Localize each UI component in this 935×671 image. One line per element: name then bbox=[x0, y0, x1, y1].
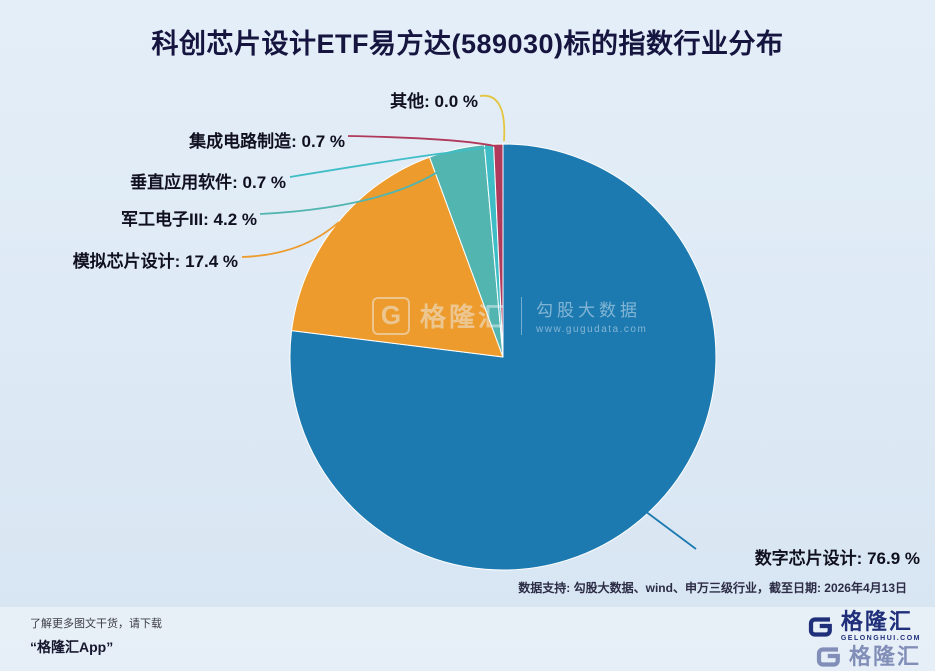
slice-label-垂直应用软件: 垂直应用软件: 0.7 % bbox=[130, 173, 286, 192]
leader-line-数字芯片设计 bbox=[644, 510, 697, 550]
leader-line-垂直应用软件 bbox=[289, 147, 487, 178]
footer-bar: 了解更多图文干货，请下载 “格隆汇App” 格隆汇 GELONGHUI.COM … bbox=[0, 607, 935, 671]
leader-line-集成电路制造 bbox=[347, 135, 496, 147]
leader-line-其他 bbox=[479, 94, 506, 142]
slice-label-军工电子III: 军工电子III: 4.2 % bbox=[120, 210, 257, 229]
logo-area: 格隆汇 GELONGHUI.COM 格隆汇 bbox=[805, 611, 921, 671]
slice-label-模拟芯片设计: 模拟芯片设计: 17.4 % bbox=[72, 252, 238, 271]
gelonghui-g-icon bbox=[808, 616, 832, 637]
promo-app-name: “格隆汇App” bbox=[30, 639, 114, 655]
gelonghui-g-icon-faint bbox=[816, 647, 840, 667]
chart-title: 科创芯片设计ETF易方达(589030)标的指数行业分布 bbox=[151, 29, 784, 59]
leader-line-军工电子III bbox=[259, 161, 453, 215]
promo-block: 了解更多图文干货，请下载 “格隆汇App” bbox=[30, 615, 162, 657]
data-source-note: 数据支持: 勾股大数据、wind、申万三级行业，截至日期: 2026年4月13日 bbox=[518, 581, 907, 595]
logo-tagline-text: GELONGHUI.COM bbox=[840, 635, 921, 642]
promo-line1: 了解更多图文干货，请下载 bbox=[30, 618, 162, 630]
slice-label-数字芯片设计: 数字芯片设计: 76.9 % bbox=[754, 549, 920, 568]
logo-brand-text: 格隆汇 bbox=[840, 609, 913, 634]
gelonghui-logo: 格隆汇 GELONGHUI.COM bbox=[805, 611, 921, 642]
slice-label-集成电路制造: 集成电路制造: 0.7 % bbox=[189, 132, 345, 151]
slice-label-其他: 其他: 0.0 % bbox=[390, 92, 478, 111]
leader-line-模拟芯片设计 bbox=[241, 221, 340, 258]
pie-slice-集成电路制造 bbox=[493, 143, 504, 358]
logo-brand-text-faint: 格隆汇 bbox=[848, 644, 921, 669]
gelonghui-logo-watermark: 格隆汇 bbox=[813, 642, 921, 671]
